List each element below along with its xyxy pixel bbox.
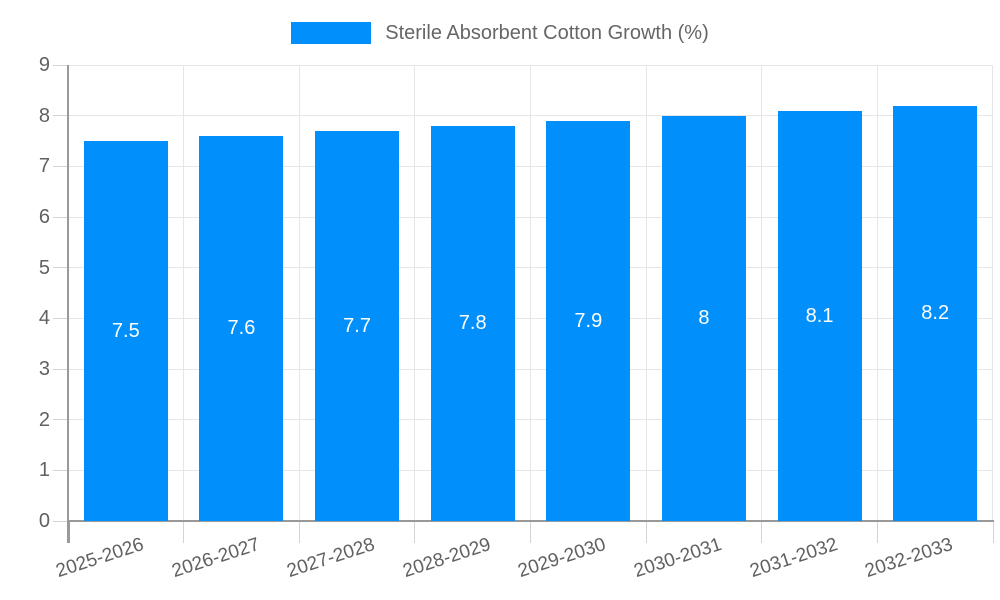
y-axis-tick xyxy=(53,216,67,218)
legend-item[interactable]: Sterile Absorbent Cotton Growth (%) xyxy=(0,20,1000,46)
y-tick-label: 3 xyxy=(38,358,50,380)
legend-label: Sterile Absorbent Cotton Growth (%) xyxy=(385,22,709,44)
bar[interactable] xyxy=(661,115,746,521)
bar[interactable] xyxy=(546,120,631,521)
y-axis-tick xyxy=(53,520,67,522)
y-tick-label: 8 xyxy=(38,104,50,127)
x-axis-line xyxy=(67,520,994,522)
gridline-vertical xyxy=(876,65,878,521)
y-axis-tick xyxy=(53,115,67,117)
y-axis-tick xyxy=(53,419,67,421)
gridline-vertical xyxy=(298,65,300,521)
bar[interactable] xyxy=(83,141,168,521)
y-tick-label: 9 xyxy=(38,54,50,76)
plot-area: 0 1 2 3 4 5 6 7 8 9 7.5 7.6 7.7 7.8 7.9 8 8.1 8.2 2025-202… xyxy=(39,54,994,582)
gridline-vertical xyxy=(761,65,763,521)
y-tick-label: 2 xyxy=(38,408,50,431)
y-tick-label: 5 xyxy=(38,256,50,279)
bar[interactable] xyxy=(430,125,515,521)
y-axis-tick xyxy=(53,267,67,269)
x-axis-tick xyxy=(992,521,994,543)
legend-swatch xyxy=(291,22,372,44)
y-tick-label: 4 xyxy=(38,307,50,330)
y-axis-tick xyxy=(53,368,67,370)
bar[interactable] xyxy=(893,105,978,521)
y-tick-label: 6 xyxy=(38,206,50,228)
gridline-vertical xyxy=(183,65,185,521)
gridline-vertical xyxy=(645,65,647,521)
bar[interactable] xyxy=(777,110,862,521)
y-tick-label: 7 xyxy=(38,155,50,178)
bar[interactable] xyxy=(199,135,284,521)
bar[interactable] xyxy=(315,130,400,521)
x-axis-tick xyxy=(530,521,531,543)
gridline-vertical xyxy=(414,65,416,521)
x-axis-tick xyxy=(414,521,416,543)
plot-right-border xyxy=(992,65,993,521)
y-axis-tick xyxy=(53,469,67,471)
x-axis-tick xyxy=(645,521,647,543)
x-axis-tick xyxy=(761,521,763,543)
y-axis-line xyxy=(67,65,69,543)
y-tick-label: 0 xyxy=(38,510,50,532)
y-axis-tick xyxy=(53,317,67,319)
y-axis-tick xyxy=(53,64,67,66)
x-axis-tick xyxy=(876,521,878,543)
y-tick-label: 1 xyxy=(38,459,50,482)
x-axis-tick xyxy=(183,521,185,543)
x-axis-tick xyxy=(298,521,300,543)
gridline-vertical xyxy=(530,65,531,521)
y-axis-tick xyxy=(53,165,67,167)
